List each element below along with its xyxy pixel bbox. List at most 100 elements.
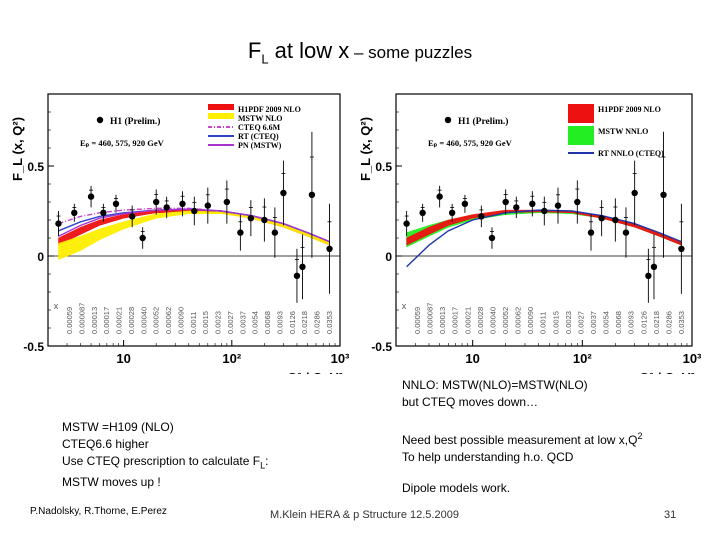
x-value-label: 0.0054 [602, 311, 611, 334]
data-point [237, 229, 244, 236]
data-point [299, 263, 306, 270]
x-value-label: 0.0011 [189, 312, 198, 334]
x-value-label: 0.0037 [238, 311, 247, 334]
data-point [612, 216, 619, 224]
x-value-label: 0.0353 [677, 311, 686, 334]
legend-pn-mstw--label: PN (MSTW) [238, 141, 282, 150]
x-axis-label: Q² / GeV² [639, 370, 695, 374]
data-point [179, 200, 186, 207]
data-point [645, 272, 652, 279]
fl-plot-left: 0.5 0 -0.5 10 10² 10³ F_L (x, Q²) Q² / GeV² x 0.0… [10, 93, 350, 374]
data-point [191, 207, 198, 215]
data-point [554, 202, 562, 209]
x-value-label: 0.000087 [77, 303, 86, 334]
x-tick-label: 10² [222, 351, 241, 366]
data-point [513, 204, 520, 211]
legend-h1pdf-2009-nlo-swatch [568, 104, 594, 123]
data-point [660, 191, 667, 198]
x-value-label: 0.00090 [176, 307, 185, 334]
data-point [152, 198, 160, 206]
x-value-label: 0.0218 [300, 311, 309, 334]
data-point [403, 220, 410, 227]
data-point [478, 213, 485, 220]
data-point [293, 272, 301, 279]
data-point [598, 215, 605, 222]
x-value-label: 0.00062 [164, 307, 173, 334]
x-axis-tag: x [54, 301, 59, 311]
x-value-label: 0.0015 [201, 311, 210, 334]
data-point [587, 229, 595, 236]
note-nnlo: NNLO: MSTW(NLO)=MSTW(NLO) but CTEQ moves… [402, 377, 588, 411]
page-number: 31 [664, 509, 677, 521]
legend-marker-h1 [96, 116, 104, 124]
curve-pn-mstw- [58, 208, 330, 243]
legend-mstw-nlo-swatch [208, 113, 234, 119]
x-value-label: 0.00062 [514, 307, 523, 334]
y-tick-label: 0.5 [27, 160, 44, 174]
x-tick-label: 10 [465, 351, 479, 366]
x-value-label: 0.00040 [488, 307, 497, 334]
data-point [223, 198, 231, 206]
data-point [163, 204, 170, 211]
x-tick-label: 10³ [331, 351, 350, 366]
y-tick-label: 0 [385, 250, 392, 264]
x-axis-tag: x [402, 301, 407, 311]
x-value-label: 0.0286 [313, 311, 322, 334]
x-value-label: 0.0093 [627, 311, 636, 334]
legend-mstw-nnlo-label: MSTW NNLO [598, 127, 648, 136]
y-tick-label: 0 [37, 250, 44, 264]
x-value-label: 0.00052 [152, 307, 161, 334]
x-tick-label: 10 [116, 351, 130, 366]
legend-marker-h1 [444, 116, 452, 124]
data-point [541, 207, 548, 215]
slide-title: FL at low x – some puzzles [247, 38, 473, 67]
data-point [448, 209, 456, 216]
note-line: Use CTEQ prescription to calculate FL: [62, 454, 269, 471]
x-value-label: 0.00013 [90, 307, 99, 334]
data-point [502, 198, 509, 206]
x-value-label: 0.00021 [115, 307, 124, 334]
legend-energy-label: Eₚ = 460, 575, 920 GeV [428, 138, 513, 148]
data-point [139, 234, 146, 242]
data-point [574, 198, 581, 206]
note-mstw: MSTW =H109 (NLO) CTEQ6.6 higher Use CTEQ… [62, 419, 268, 491]
data-point [247, 215, 255, 222]
data-point [271, 229, 279, 236]
x-value-label: 0.0011 [539, 312, 548, 334]
x-value-label: 0.0037 [589, 311, 598, 334]
x-tick-label: 10³ [683, 351, 702, 366]
x-value-label: 0.0068 [614, 311, 623, 334]
footer-authors: P.Nadolsky, R.Thorne, E.Perez [30, 506, 167, 517]
legend-cteq-6-6m-label: CTEQ 6.6M [238, 123, 281, 132]
x-value-label: 0.0093 [276, 311, 285, 334]
legend-h1pdf-2009-nlo-swatch [208, 104, 234, 110]
data-point [308, 191, 316, 198]
note-measurement: Need best possible measurement at low x,… [402, 428, 642, 466]
y-axis-label: F_L (x, Q²) [358, 117, 373, 181]
y-tick-label: -0.5 [23, 340, 44, 354]
data-point [622, 229, 630, 236]
data-point [678, 245, 685, 252]
x-value-label: 0.0068 [263, 311, 272, 334]
data-point [204, 202, 212, 209]
note-line: but CTEQ moves down… [402, 395, 539, 409]
curve-rt-nnlo-cteq- [406, 209, 682, 268]
curve-cteq-6-6m [58, 207, 330, 243]
data-point [100, 209, 107, 216]
x-value-label: 0.000087 [426, 303, 435, 334]
x-value-label: 0.0023 [214, 311, 223, 334]
legend-rt-cteq--label: RT (CTEQ) [238, 132, 279, 141]
legend-mstw-nnlo-swatch [568, 126, 594, 145]
x-value-label: 0.0027 [226, 311, 235, 334]
data-point [128, 213, 136, 220]
note-line: CTEQ6.6 higher [62, 437, 149, 451]
note-line: MSTW =H109 (NLO) [62, 420, 174, 434]
x-value-label: 0.00090 [526, 307, 535, 334]
data-point [631, 189, 638, 197]
x-value-label: 0.00040 [139, 307, 148, 334]
legend-mstw-nlo-label: MSTW NLO [238, 114, 283, 123]
y-tick-label: 0.5 [375, 160, 392, 174]
data-point [461, 200, 469, 207]
data-point [112, 200, 120, 207]
x-value-label: 0.0353 [325, 311, 334, 334]
